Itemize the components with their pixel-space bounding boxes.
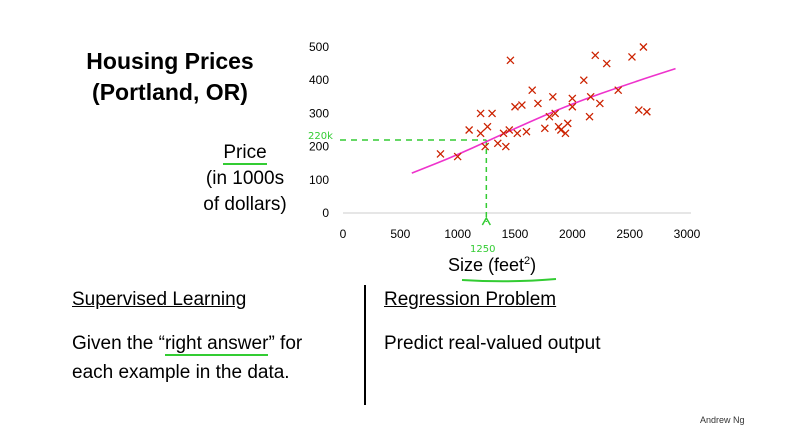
- data-point: [634, 106, 643, 115]
- slide-credit: Andrew Ng: [700, 415, 745, 425]
- x-axis-label-underline: [461, 278, 557, 283]
- title-line-1: Housing Prices: [86, 48, 254, 74]
- y-tick-label: 200: [309, 140, 329, 154]
- x-tick-label: 1000: [444, 227, 471, 241]
- data-point: [501, 142, 510, 151]
- data-point: [602, 59, 611, 68]
- data-point: [483, 122, 492, 131]
- supervised-learning-description: Given the “right answer” for each exampl…: [72, 333, 303, 383]
- data-point: [563, 119, 572, 128]
- data-point: [465, 126, 474, 134]
- regression-problem-heading: Regression Problem: [384, 289, 557, 310]
- data-point: [586, 92, 595, 101]
- data-point: [517, 101, 526, 110]
- data-point: [561, 129, 570, 138]
- x-tick-label: 0: [340, 227, 347, 241]
- data-point: [639, 43, 648, 51]
- regression-problem-description: Predict real-valued output: [384, 333, 601, 354]
- chart-guides: [340, 139, 491, 226]
- data-point: [551, 109, 560, 118]
- annotation-size: 1250: [470, 244, 495, 255]
- chart-points: [436, 43, 651, 161]
- y-axis-label-price: Price: [223, 142, 267, 165]
- data-point: [540, 124, 549, 133]
- data-point: [453, 152, 462, 161]
- x-tick-label: 500: [390, 227, 410, 241]
- regression-fit-line: [411, 67, 676, 174]
- data-point: [436, 149, 445, 158]
- y-tick-label: 300: [309, 106, 329, 120]
- data-point: [476, 109, 485, 118]
- data-point: [545, 112, 554, 121]
- data-point: [554, 122, 563, 131]
- data-point: [595, 99, 604, 108]
- x-axis-label: Size (feet2): [448, 255, 536, 275]
- data-point: [591, 51, 600, 60]
- annotation-price: 220k: [308, 131, 333, 142]
- right-answer-highlight: right answer: [164, 333, 269, 356]
- data-point: [506, 56, 515, 65]
- data-point: [556, 126, 565, 134]
- y-axis-label-units-1: (in 1000s: [205, 168, 285, 189]
- data-point: [511, 102, 519, 111]
- data-point: [548, 92, 557, 101]
- y-tick-label: 0: [322, 206, 329, 220]
- size-guide-arrow: [481, 216, 491, 226]
- data-point: [499, 129, 508, 138]
- slide-title: Housing Prices (Portland, OR): [70, 46, 270, 108]
- y-tick-label: 500: [309, 40, 329, 54]
- data-point: [476, 129, 485, 138]
- data-point: [481, 142, 490, 151]
- data-point: [628, 53, 636, 61]
- data-point: [505, 126, 514, 134]
- section-divider: [364, 285, 366, 405]
- data-point: [522, 127, 531, 136]
- supervised-learning-heading: Supervised Learning: [72, 289, 247, 310]
- data-point: [585, 112, 594, 121]
- y-tick-label: 100: [309, 173, 329, 187]
- y-axis-label-units-2: of dollars): [203, 194, 287, 215]
- y-axis-label: Price (in 1000s of dollars): [180, 140, 310, 218]
- data-point: [533, 99, 542, 108]
- data-point: [528, 86, 537, 95]
- data-point: [568, 102, 577, 111]
- x-tick-label: 1500: [502, 227, 529, 241]
- data-point: [642, 107, 651, 116]
- x-tick-label: 2000: [559, 227, 586, 241]
- data-point: [579, 76, 588, 85]
- data-point: [568, 94, 577, 103]
- data-point: [614, 86, 623, 95]
- y-tick-label: 400: [309, 73, 329, 87]
- chart-fit-line: [411, 67, 676, 174]
- data-point: [488, 109, 497, 118]
- data-point: [493, 139, 502, 148]
- x-tick-label: 3000: [674, 227, 701, 241]
- chart-tick-labels: 0 500 1000 1500 2000 2500 3000 0 100 200 300 400 500: [309, 40, 701, 241]
- title-line-2: (Portland, OR): [92, 79, 248, 105]
- data-point: [513, 129, 522, 138]
- x-tick-label: 2500: [616, 227, 643, 241]
